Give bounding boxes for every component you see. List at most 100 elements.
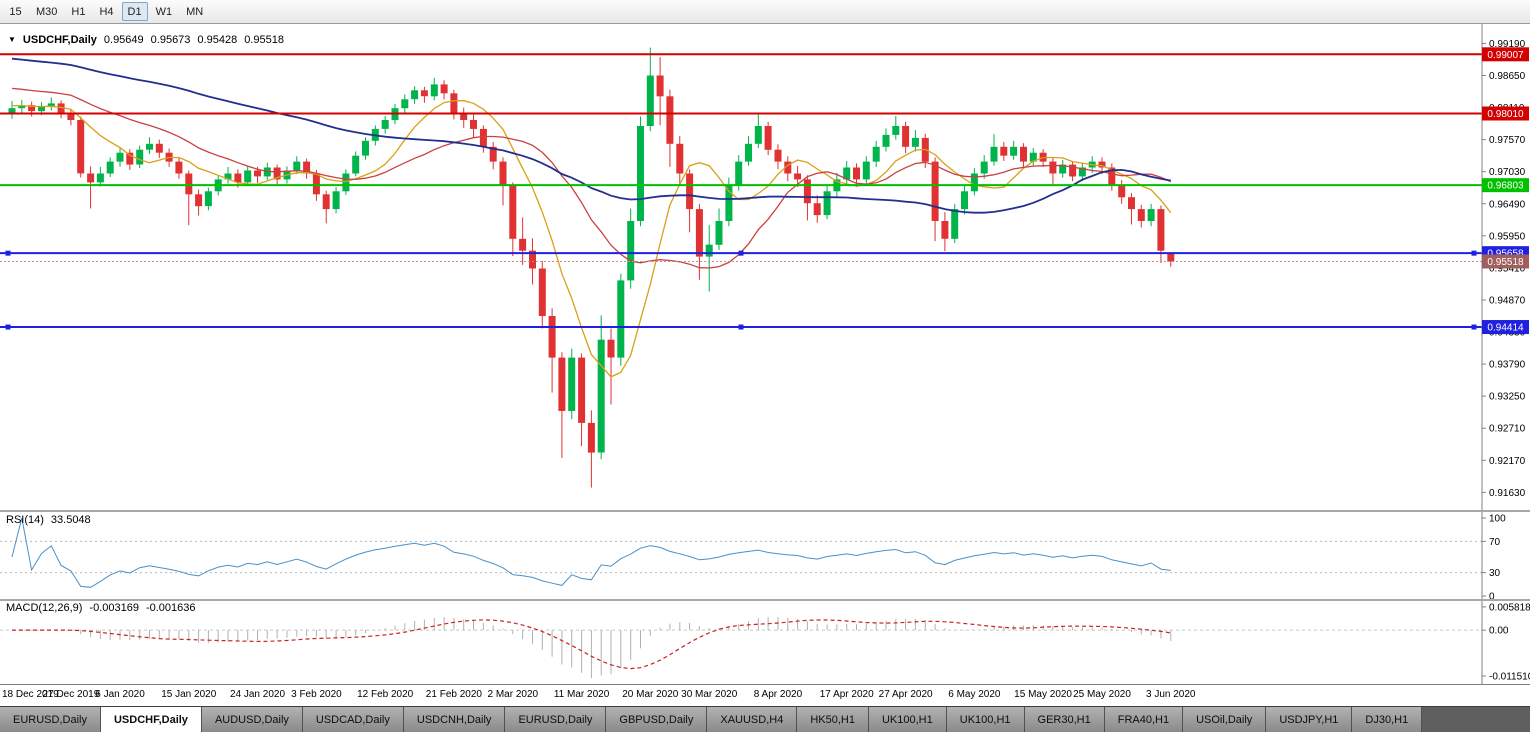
line-handle[interactable] — [738, 250, 744, 256]
chart-tab-USDCAD-Daily[interactable]: USDCAD,Daily — [302, 707, 404, 732]
macd-axis-label: 0.00 — [1489, 626, 1509, 637]
x-axis-label: 6 Jan 2020 — [95, 689, 145, 700]
x-axis-label: 24 Jan 2020 — [229, 689, 286, 700]
x-axis-label: 27 Apr 2020 — [878, 689, 933, 700]
x-axis-label: 30 Mar 2020 — [681, 689, 738, 700]
timeframe-button-M30[interactable]: M30 — [36, 5, 58, 18]
macd-value-signal: -0.001636 — [145, 602, 196, 614]
x-axis-label: 25 May 2020 — [1073, 689, 1131, 700]
x-axis-label: 11 Mar 2020 — [553, 689, 610, 700]
price-badge: 0.98010 — [1482, 106, 1529, 121]
rsi-value: 33.5048 — [50, 514, 91, 526]
x-axis-label: 6 May 2020 — [948, 689, 1001, 700]
y-axis-label: 0.93250 — [1489, 392, 1526, 403]
chart-tab-XAUUSD-H4[interactable]: XAUUSD,H4 — [707, 707, 798, 732]
price-badge: 0.96803 — [1482, 178, 1529, 193]
chart-tab-FRA40-H1[interactable]: FRA40,H1 — [1104, 707, 1184, 732]
macd-chart[interactable]: 0.005818 0.00 -0.011510 — [0, 601, 1530, 684]
line-handle[interactable] — [1471, 324, 1477, 330]
rsi-axis-label: 0 — [1489, 592, 1495, 600]
y-axis-label: 0.96490 — [1489, 199, 1526, 210]
chart-tab-UK100-H1[interactable]: UK100,H1 — [868, 707, 947, 732]
x-axis-label: 15 Jan 2020 — [161, 689, 217, 700]
svg-text:0.96803: 0.96803 — [1487, 181, 1524, 192]
ohlc-low: 0.95428 — [197, 34, 238, 46]
chart-tab-EURUSD-Daily[interactable]: EURUSD,Daily — [0, 707, 101, 732]
svg-text:0.99007: 0.99007 — [1487, 50, 1524, 61]
rsi-panel: 100 70 30 0 — [0, 510, 1530, 599]
rsi-axis-label: 70 — [1489, 537, 1501, 548]
macd-histogram — [21, 617, 1172, 679]
chart-tab-HK50-H1[interactable]: HK50,H1 — [797, 707, 869, 732]
y-axis-label: 0.98650 — [1489, 71, 1526, 82]
y-axis-label: 0.94870 — [1489, 295, 1526, 306]
timeframe-button-D1[interactable]: D1 — [121, 2, 148, 21]
x-axis[interactable]: 18 Dec 2019 27 Dec 2019 6 Jan 2020 15 Jan 2… — [0, 684, 1530, 706]
x-axis-label: 21 Feb 2020 — [425, 689, 482, 700]
ohlc-close: 0.95518 — [244, 34, 284, 46]
timeframe-button-H4[interactable]: H4 — [99, 5, 114, 18]
chart-menu-icon[interactable]: ▼ — [8, 35, 16, 44]
y-axis-label: 0.92710 — [1489, 424, 1526, 435]
y-axis-label: 0.92170 — [1489, 456, 1526, 467]
x-axis-label: 17 Apr 2020 — [819, 689, 874, 700]
chart-tab-UK100-H1[interactable]: UK100,H1 — [946, 707, 1025, 732]
chart-tab-USDCNH-Daily[interactable]: USDCNH,Daily — [403, 707, 506, 732]
macd-axis-label: 0.005818 — [1489, 602, 1530, 613]
rsi-axis-label: 30 — [1489, 568, 1501, 579]
y-axis-label: 0.99190 — [1489, 39, 1526, 50]
chart-tab-bar: EURUSD,Daily USDCHF,Daily AUDUSD,Daily USDC… — [0, 706, 1530, 732]
x-axis-label: 12 Feb 2020 — [357, 689, 414, 700]
timeframe-button-W1[interactable]: W1 — [155, 5, 173, 18]
line-handle[interactable] — [738, 324, 744, 330]
y-axis-label: 0.97030 — [1489, 167, 1526, 178]
chart-tab-USDJPY-H1[interactable]: USDJPY,H1 — [1266, 707, 1353, 732]
chart-tab-AUDUSD-Daily[interactable]: AUDUSD,Daily — [201, 707, 303, 732]
rsi-line — [11, 517, 1171, 588]
chart-title: ▼ USDCHF,Daily 0.95649 0.95673 0.95428 0… — [8, 34, 284, 46]
macd-label: MACD(12,26,9) — [6, 602, 83, 614]
rsi-chart[interactable]: 100 70 30 0 — [0, 512, 1530, 599]
y-axis-label: 0.95410 — [1489, 263, 1526, 274]
main-chart-panel[interactable]: 0.991900.986500.981100.975700.970300.964… — [0, 24, 1530, 510]
ohlc-high: 0.95673 — [150, 34, 191, 46]
chart-tab-EURUSD-Daily[interactable]: EURUSD,Daily — [505, 707, 607, 732]
moving-average-20-line — [11, 87, 1172, 269]
y-axis-label: 0.93790 — [1489, 360, 1526, 371]
x-axis-label: 3 Jun 2020 — [1146, 689, 1196, 700]
x-axis-label: 2 Mar 2020 — [487, 689, 539, 700]
macd-value-main: -0.003169 — [89, 602, 139, 614]
x-axis-label: 8 Apr 2020 — [753, 689, 803, 700]
chart-tab-USOil-Daily[interactable]: USOil,Daily — [1183, 707, 1267, 732]
x-axis-label: 18 Dec 2019 — [2, 689, 59, 700]
y-axis-label: 0.97570 — [1489, 135, 1526, 146]
line-handle[interactable] — [5, 250, 11, 256]
chart-symbol-label: USDCHF,Daily — [22, 34, 97, 46]
y-axis-label: 0.95950 — [1489, 231, 1526, 242]
chart-tab-USDCHF-Daily[interactable]: USDCHF,Daily — [100, 707, 202, 732]
svg-text:0.95658: 0.95658 — [1487, 249, 1524, 260]
macd-panel: 0.005818 0.00 -0.011510 — [0, 599, 1530, 684]
svg-text:0.98010: 0.98010 — [1487, 109, 1524, 120]
timeframe-button-MN[interactable]: MN — [186, 5, 204, 18]
line-handle[interactable] — [1471, 250, 1477, 256]
line-handle[interactable] — [5, 324, 11, 330]
timeframe-button-15[interactable]: 15 — [9, 5, 22, 18]
candlestick-series — [8, 47, 1175, 488]
moving-average-8-line — [12, 100, 1172, 378]
chart-tab-GER30-H1[interactable]: GER30,H1 — [1024, 707, 1105, 732]
price-badge: 0.94414 — [1482, 320, 1529, 335]
chart-tab-DJ30-H1[interactable]: DJ30,H1 — [1352, 707, 1423, 732]
timeframe-button-H1[interactable]: H1 — [71, 5, 86, 18]
svg-text:0.95518: 0.95518 — [1487, 257, 1524, 268]
svg-text:0.94414: 0.94414 — [1487, 323, 1524, 334]
moving-average-50-line — [11, 57, 1171, 214]
x-axis-label: 20 Mar 2020 — [622, 689, 679, 700]
chart-tab-GBPUSD-Daily[interactable]: GBPUSD,Daily — [606, 707, 708, 732]
rsi-header: RSI(14) 33.5048 — [6, 514, 91, 526]
x-axis-label: 15 May 2020 — [1014, 689, 1073, 700]
rsi-label: RSI(14) — [6, 514, 44, 526]
x-axis-label: 27 Dec 2019 — [42, 689, 100, 700]
price-badge: 0.95518 — [1482, 254, 1529, 269]
